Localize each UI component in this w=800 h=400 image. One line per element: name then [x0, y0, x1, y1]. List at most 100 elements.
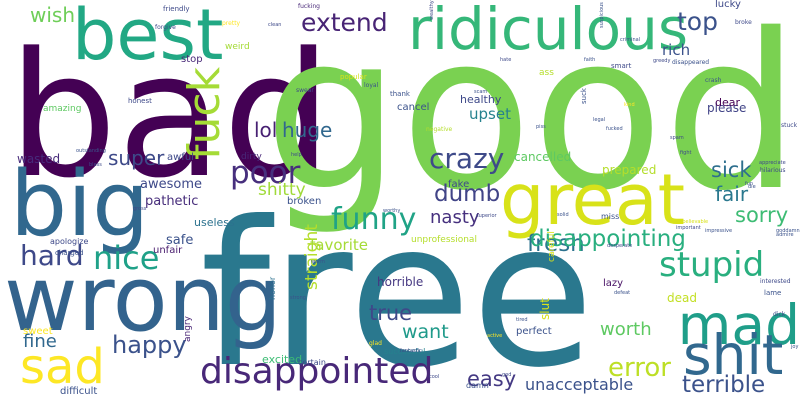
word-active: active — [487, 333, 503, 339]
word-straight: straight — [302, 224, 322, 290]
word-stop: stop — [181, 54, 203, 65]
word-disappeared: disappeared — [672, 59, 710, 66]
word-smart: smart — [611, 62, 632, 70]
word-lol: lol — [254, 118, 278, 142]
word-spam: spam — [670, 135, 684, 141]
word-perfect: perfect — [516, 326, 552, 337]
word-careful: careful — [547, 231, 557, 262]
word-awful: awful — [167, 152, 194, 163]
word-warm: warm — [311, 259, 325, 265]
word-damn: damn — [466, 381, 489, 390]
word-fucking: fucking — [298, 3, 320, 10]
word-wrong: wrong — [4, 247, 282, 352]
word-faith: faith — [584, 57, 596, 63]
word-crash: crash — [705, 77, 722, 84]
word-wasted: wasted — [17, 152, 61, 166]
word-desperate: desperate — [607, 243, 633, 249]
word-prepared: prepared — [602, 163, 657, 177]
word-favorite: favorite — [310, 236, 368, 254]
word-impressive: impressive — [705, 228, 733, 234]
word-please: please — [707, 101, 747, 115]
word-disappointing: disappointing — [530, 226, 686, 252]
word-dick: dick — [773, 311, 786, 318]
word-rich: rich — [662, 41, 691, 59]
word-terrible: terrible — [682, 372, 766, 398]
word-upset: upset — [469, 105, 511, 123]
word-fantastic: fantastic — [400, 348, 422, 354]
word-stuck: stuck — [781, 122, 798, 129]
word-fake: fake — [448, 179, 470, 190]
word-super: super — [108, 146, 165, 170]
word-awesome: awesome — [140, 177, 202, 192]
word-piss: piss — [536, 124, 546, 130]
word-poor: poor — [230, 155, 301, 191]
word-unacceptable: unacceptable — [525, 375, 634, 394]
word-error: error — [608, 353, 671, 383]
word-clean: clean — [268, 22, 282, 28]
word-superior: superior — [476, 213, 497, 219]
word-forgive: forgive — [155, 24, 176, 31]
word-suck: suck — [580, 88, 588, 104]
word-joy: joy — [791, 344, 799, 350]
word-outstanding: outstanding — [76, 148, 106, 154]
word-shit: shit — [683, 323, 784, 387]
word-extend: extend — [301, 8, 388, 37]
word-lucky: lucky — [715, 0, 741, 10]
word-horrible: horrible — [377, 275, 424, 289]
word-angry: angry — [183, 316, 193, 342]
word-dead: dead — [667, 291, 697, 305]
word-suspicious: suspicious — [599, 2, 605, 28]
word-crazy: crazy — [429, 142, 505, 175]
word-negative: negative — [426, 126, 453, 133]
word-apologize: apologize — [50, 237, 89, 246]
word-unbelievable: unbelievable — [676, 219, 709, 225]
word-pathetic: pathetic — [145, 194, 199, 209]
word-scam: scam — [474, 89, 488, 95]
word-easy: easy — [467, 367, 517, 391]
word-cancelled: cancelled — [514, 150, 572, 164]
word-bless: bless — [89, 162, 102, 168]
word-miss: miss — [601, 212, 620, 221]
word-successful: successful — [384, 347, 426, 356]
word-top: top — [677, 7, 718, 36]
word-hilarious: hilarious — [760, 167, 786, 174]
word-sorry: sorry — [735, 203, 789, 227]
word-worthy: worthy — [383, 208, 401, 214]
word-broke: broke — [735, 19, 752, 26]
word-big: big — [10, 152, 150, 257]
word-legal: legal — [593, 117, 606, 123]
word-dear: dear — [715, 96, 741, 109]
word-fine: fine — [23, 331, 57, 352]
word-worth: worth — [600, 319, 652, 340]
word-cool: cool — [429, 374, 440, 380]
word-honor: honor — [268, 276, 277, 300]
word-popular: popular — [340, 73, 367, 81]
word-ass: ass — [539, 68, 554, 78]
word-charged: charged — [55, 249, 84, 257]
word-healthy: healthy — [460, 93, 502, 106]
word-want: want — [402, 321, 449, 343]
word-fair: fair — [715, 182, 749, 206]
word-weird: weird — [225, 42, 250, 52]
word-kind: kind — [624, 102, 635, 108]
word-good: good — [263, 0, 800, 238]
word-huge: huge — [282, 118, 333, 142]
word-excited: excited — [262, 353, 303, 366]
word-interested: interested — [760, 278, 791, 285]
word-mad: mad — [677, 293, 800, 357]
word-die: die — [748, 184, 756, 190]
word-pretty: pretty — [222, 20, 241, 27]
word-lazy: lazy — [603, 278, 624, 289]
word-important: important — [676, 225, 701, 231]
word-disappointed: disappointed — [200, 351, 434, 392]
word-hate: hate — [500, 57, 512, 63]
word-solid: solid — [557, 212, 569, 218]
word-difficult: difficult — [60, 386, 98, 397]
word-defeat: defeat — [614, 290, 631, 296]
word-gross: gross — [133, 206, 147, 212]
word-thank: thank — [390, 90, 410, 98]
word-greedy: greedy — [653, 58, 671, 64]
word-loyal: loyal — [364, 82, 379, 89]
word-criminal: criminal — [620, 37, 641, 43]
word-swear: swear — [296, 87, 314, 94]
